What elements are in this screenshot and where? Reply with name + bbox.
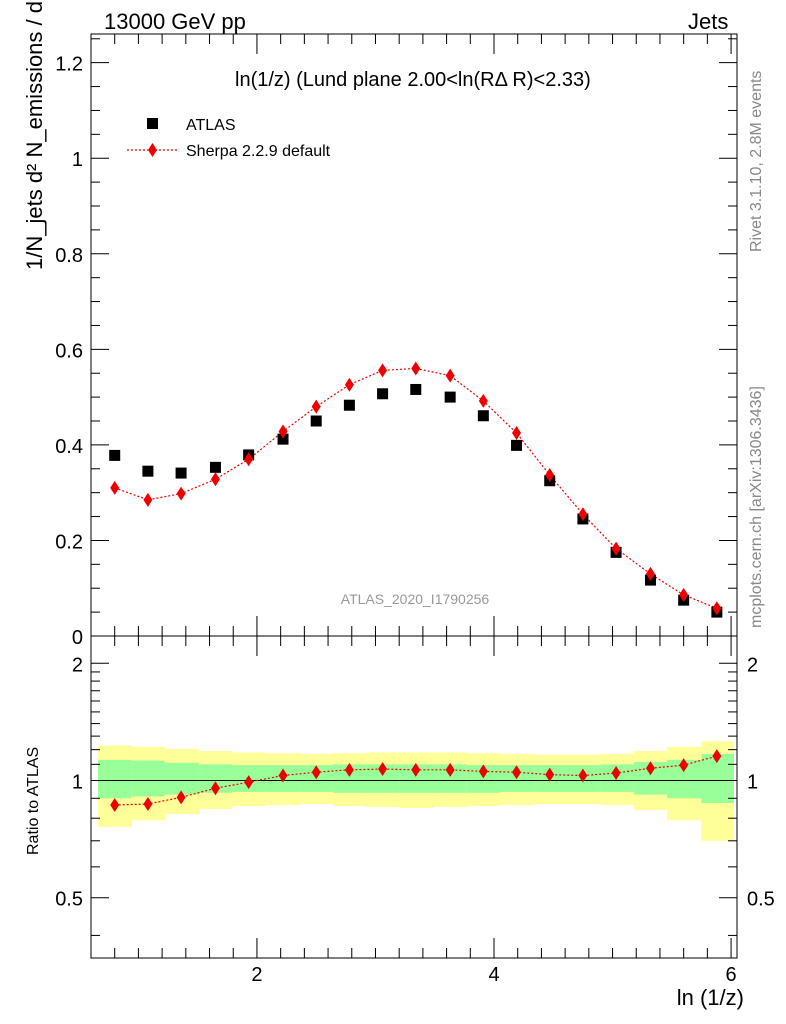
x-tick-label: 2 bbox=[251, 964, 262, 986]
axis-tick-labels: 0 0.2 0.4 0.6 0.8 1 1.2 2 4 6 0.5 0.5 1 1 2 2 bbox=[55, 54, 775, 986]
sherpa-point bbox=[210, 472, 220, 487]
legend-atlas-label: ATLAS bbox=[186, 117, 236, 134]
ratio-y-tick-label: 1 bbox=[72, 771, 83, 793]
ratio-y-tick-label-right: 1 bbox=[747, 771, 758, 793]
sherpa-ratio-point bbox=[445, 762, 455, 777]
sherpa-point bbox=[712, 601, 722, 616]
sherpa-point bbox=[679, 587, 689, 602]
sherpa-ratio-point bbox=[311, 765, 321, 780]
sherpa-ratio-point bbox=[278, 768, 288, 783]
sherpa-point bbox=[411, 361, 421, 376]
sherpa-ratio-point bbox=[611, 766, 621, 781]
sherpa-ratio-point bbox=[712, 749, 722, 764]
atlas-data-point bbox=[444, 391, 456, 403]
ratio-y-tick-label: 2 bbox=[72, 654, 83, 676]
sherpa-point bbox=[545, 467, 555, 482]
sherpa-point bbox=[445, 368, 455, 383]
sherpa-point bbox=[611, 541, 621, 556]
sherpa-ratio-point bbox=[578, 768, 588, 783]
sherpa-ratio-point bbox=[210, 781, 220, 796]
sherpa-point bbox=[578, 507, 588, 522]
sherpa-ratio-point bbox=[378, 762, 388, 777]
sherpa-point bbox=[244, 452, 254, 467]
band-inner-bin bbox=[98, 759, 132, 799]
atlas-data-point bbox=[209, 461, 221, 473]
uncertainty-bands bbox=[98, 741, 734, 841]
sherpa-ratio-point bbox=[344, 762, 354, 777]
ratio-y-axis-label: Ratio to ATLAS bbox=[25, 747, 42, 855]
legend-mc-marker bbox=[148, 143, 157, 157]
atlas-data-point bbox=[410, 383, 422, 395]
process-label: Jets bbox=[688, 9, 729, 34]
main-y-tick-label: 1 bbox=[72, 149, 83, 171]
x-tick-label: 6 bbox=[726, 964, 737, 986]
atlas-data-point bbox=[377, 388, 389, 400]
band-inner-bin bbox=[164, 762, 200, 795]
sherpa-ratio-point bbox=[244, 775, 254, 790]
sherpa-ratio-point bbox=[545, 767, 555, 782]
watermark: ATLAS_2020_I1790256 bbox=[341, 591, 490, 607]
sherpa-ratio-point bbox=[679, 758, 689, 773]
sherpa-point bbox=[110, 480, 120, 495]
atlas-data-point bbox=[109, 449, 121, 461]
band-inner-bin bbox=[131, 760, 165, 797]
sherpa-point bbox=[512, 425, 522, 440]
sherpa-point bbox=[645, 566, 655, 581]
sherpa-ratio-point bbox=[110, 798, 120, 813]
legend-mc-label: Sherpa 2.2.9 default bbox=[186, 143, 331, 160]
ratio-y-tick-label-right: 2 bbox=[747, 654, 758, 676]
ratio-y-tick-label-right: 0.5 bbox=[747, 889, 775, 911]
atlas-data-point bbox=[277, 433, 289, 445]
sherpa-point bbox=[176, 486, 186, 501]
ratio-y-tick-label: 0.5 bbox=[55, 889, 83, 911]
atlas-data-point bbox=[343, 399, 355, 411]
main-y-tick-label: 0.6 bbox=[55, 340, 83, 362]
sherpa-point bbox=[143, 492, 153, 507]
sherpa-point bbox=[478, 393, 488, 408]
sherpa-point bbox=[344, 377, 354, 392]
sherpa-point bbox=[378, 363, 388, 378]
atlas-data-point bbox=[175, 467, 187, 479]
x-tick-label: 4 bbox=[488, 964, 499, 986]
sherpa-ratio-point bbox=[478, 764, 488, 779]
sherpa-ratio-point bbox=[512, 765, 522, 780]
sherpa-point bbox=[278, 424, 288, 439]
x-axis-label: ln (1/z) bbox=[677, 985, 744, 1010]
main-y-tick-label: 1.2 bbox=[55, 54, 83, 76]
main-y-tick-label: 0 bbox=[72, 627, 83, 649]
ratio-plot-frame bbox=[90, 635, 738, 959]
sherpa-point bbox=[311, 399, 321, 414]
sherpa-ratio-point bbox=[176, 790, 186, 805]
main-y-tick-label: 0.2 bbox=[55, 531, 83, 553]
atlas-data-point bbox=[477, 410, 489, 422]
axis-ticks bbox=[91, 34, 737, 958]
main-y-tick-label: 0.4 bbox=[55, 436, 83, 458]
sherpa-curve bbox=[114, 367, 718, 609]
atlas-data-point bbox=[142, 465, 154, 477]
atlas-data-point bbox=[310, 415, 322, 427]
plot-title: ln(1/z) (Lund plane 2.00<ln(RΔ R)<2.33) bbox=[235, 69, 591, 91]
band-inner-bin bbox=[701, 753, 734, 804]
atlas-data-point bbox=[511, 439, 523, 451]
sherpa-ratio-point bbox=[411, 762, 421, 777]
beam-energy-label: 13000 GeV pp bbox=[104, 9, 246, 34]
legend-atlas-marker bbox=[147, 118, 158, 129]
main-y-axis-label: 1/N_jets d² N_emissions / dln (R/Δ R) ln… bbox=[22, 0, 47, 270]
main-y-tick-label: 0.8 bbox=[55, 245, 83, 267]
sherpa-ratio-point bbox=[645, 761, 655, 776]
sherpa-ratio-point bbox=[143, 797, 153, 812]
